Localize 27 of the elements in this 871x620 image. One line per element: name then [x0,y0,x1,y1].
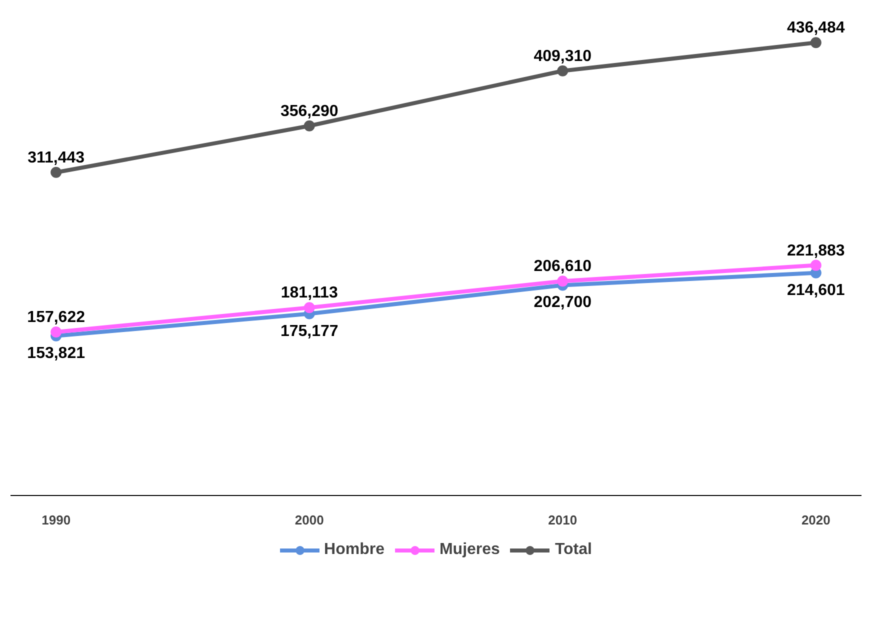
point [304,120,315,132]
data-label: 206,610 [534,258,592,276]
x-tick-label: 1990 [42,512,71,528]
point [810,37,822,48]
data-label: 175,177 [280,322,338,340]
data-label: 181,113 [280,284,338,302]
legend-label: Hombre [324,540,384,558]
data-label: 311,443 [28,149,85,166]
data-label: 436,484 [786,20,845,37]
legend-label: Total [554,540,592,558]
data-label: 153,821 [27,344,86,362]
point [557,276,568,287]
point [304,302,315,314]
point [810,260,822,271]
data-label: 202,700 [534,294,592,312]
data-label: 157,622 [27,308,86,326]
point [50,166,62,178]
data-label: 221,883 [786,242,845,260]
point [50,326,62,338]
point [557,65,568,76]
x-tick-label: 2020 [801,512,830,528]
data-label: 214,601 [786,282,845,299]
legend-label: Mujeres [439,540,500,558]
data-label: 356,290 [280,102,338,120]
x-tick-label: 2000 [294,512,324,528]
x-tick-label: 2010 [548,512,578,528]
data-label: 409,310 [534,48,592,65]
